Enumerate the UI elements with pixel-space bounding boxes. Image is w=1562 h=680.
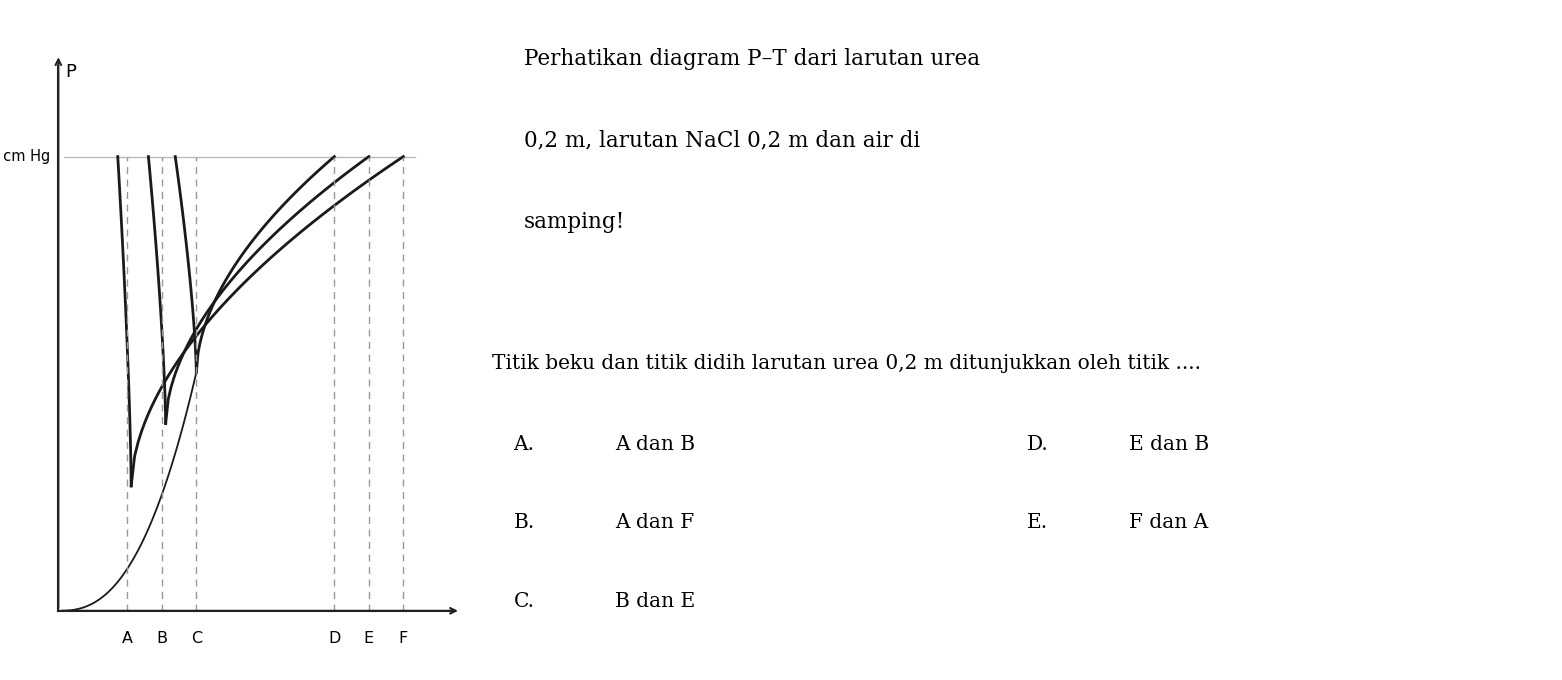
Text: D.: D. [1028, 435, 1048, 454]
Text: E: E [364, 630, 373, 646]
Text: Titik beku dan titik didih larutan urea 0,2 m ditunjukkan oleh titik ....: Titik beku dan titik didih larutan urea … [492, 354, 1201, 373]
Text: A dan B: A dan B [615, 435, 695, 454]
Text: A: A [122, 630, 133, 646]
Text: E dan B: E dan B [1129, 435, 1209, 454]
Text: A dan F: A dan F [615, 513, 695, 532]
Text: Perhatikan diagram P–T dari larutan urea: Perhatikan diagram P–T dari larutan urea [525, 48, 981, 69]
Text: F dan A: F dan A [1129, 513, 1207, 532]
Text: 76 cm Hg: 76 cm Hg [0, 149, 50, 164]
Text: samping!: samping! [525, 211, 625, 233]
Text: C: C [191, 630, 201, 646]
Text: C.: C. [514, 592, 534, 611]
Text: B: B [156, 630, 167, 646]
Text: E.: E. [1028, 513, 1048, 532]
Text: D: D [328, 630, 341, 646]
Text: A.: A. [514, 435, 534, 454]
Text: B.: B. [514, 513, 534, 532]
Text: B dan E: B dan E [615, 592, 695, 611]
Text: F: F [398, 630, 408, 646]
Text: P: P [66, 63, 77, 81]
Text: 0,2 m, larutan NaCl 0,2 m dan air di: 0,2 m, larutan NaCl 0,2 m dan air di [525, 129, 920, 151]
